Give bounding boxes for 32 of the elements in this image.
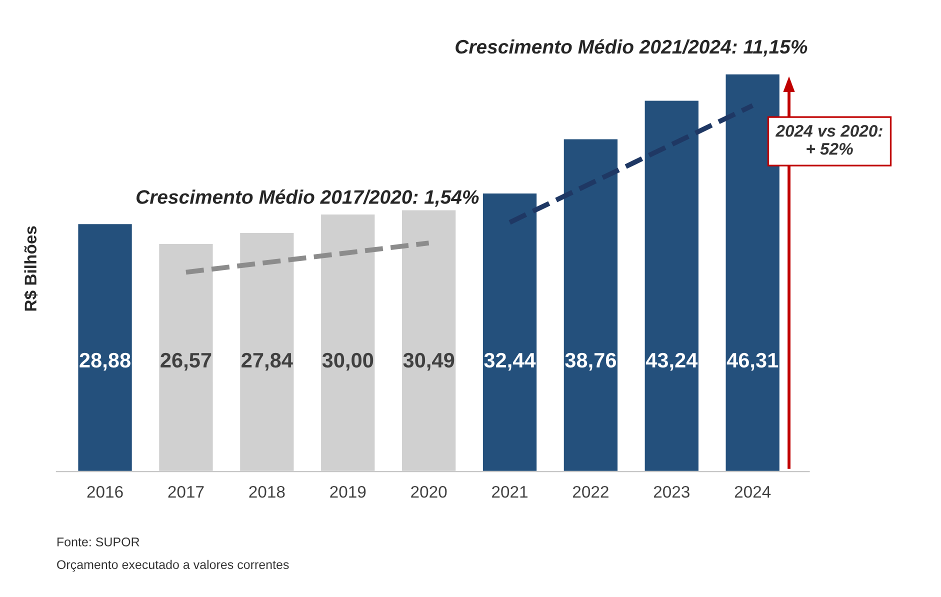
data-label: 43,24 <box>646 352 698 371</box>
data-label: 26,57 <box>160 352 212 371</box>
bar <box>643 99 700 472</box>
x-tick-label: 2017 <box>168 486 204 498</box>
data-label: 38,76 <box>565 352 616 371</box>
bar <box>238 232 296 472</box>
x-tick-label: 2020 <box>411 486 447 498</box>
x-tick-label: 2023 <box>654 486 690 498</box>
x-tick-label: 2021 <box>492 486 528 498</box>
bar <box>320 213 376 472</box>
y-axis-title: R$ Bilhões <box>24 226 38 311</box>
annotation: Crescimento Médio 2017/2020: 1,54% <box>136 189 479 207</box>
annotation: 2024 vs 2020: + 52% <box>775 124 882 155</box>
x-tick-label: 2016 <box>87 486 123 498</box>
data-label: 30,49 <box>403 352 454 371</box>
bar <box>482 192 538 472</box>
bar <box>400 208 458 472</box>
data-label: 46,31 <box>726 352 778 371</box>
data-label: 28,88 <box>80 352 130 371</box>
bar <box>76 222 134 472</box>
data-label: 27,84 <box>242 352 293 371</box>
data-label: 30,00 <box>322 352 374 371</box>
text: Crescimento Médio 2021/2024: 11,15% <box>456 39 808 56</box>
x-tick-label: 2019 <box>330 486 366 498</box>
text: Orçamento executado a valores correntes <box>57 560 289 572</box>
bar <box>562 138 619 472</box>
bar <box>158 242 214 472</box>
x-tick-label: 2024 <box>734 486 771 498</box>
x-tick-label: 2018 <box>249 486 285 498</box>
x-tick-label: 2022 <box>573 486 608 498</box>
source-note: Fonte: SUPOR <box>57 538 140 546</box>
data-label: 32,44 <box>484 352 536 371</box>
